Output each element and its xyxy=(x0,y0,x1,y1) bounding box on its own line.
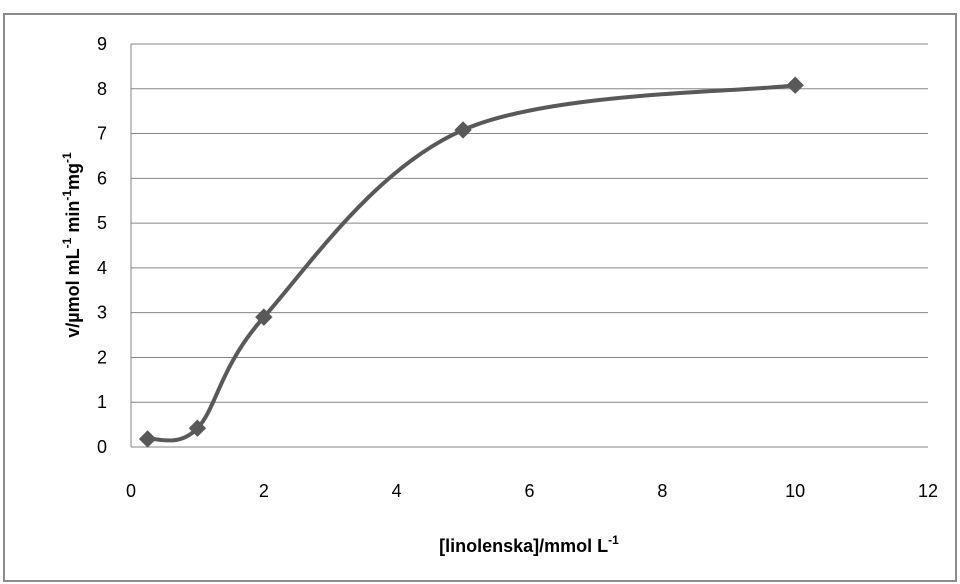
y-axis-title-text: min xyxy=(63,201,83,238)
y-axis-title-sup: -1 xyxy=(60,190,74,201)
x-tick-label-8: 8 xyxy=(657,481,667,501)
data-point-4 xyxy=(454,121,472,139)
y-axis-title-sup: -1 xyxy=(60,237,74,248)
y-tick-label-3: 3 xyxy=(97,303,107,323)
x-axis-title: [linolenska]/mmol L-1 xyxy=(439,533,619,556)
y-axis-title-sup: -1 xyxy=(60,152,74,163)
y-tick-label-7: 7 xyxy=(97,124,107,144)
data-point-5 xyxy=(786,76,804,94)
y-axis-title-text: v/µmol mL xyxy=(63,248,83,337)
y-tick-label-9: 9 xyxy=(97,34,107,54)
x-tick-label-2: 2 xyxy=(259,481,269,501)
data-series xyxy=(138,76,804,448)
x-tick-label-4: 4 xyxy=(392,481,402,501)
gridlines xyxy=(131,43,928,403)
y-tick-label-1: 1 xyxy=(97,392,107,412)
y-tick-label-6: 6 xyxy=(97,168,107,188)
y-axis-title: v/µmol mL-1 min-1mg-1 xyxy=(60,152,83,338)
y-tick-label-5: 5 xyxy=(97,213,107,233)
data-point-2 xyxy=(188,419,207,437)
axis-titles: [linolenska]/mmol L-1 v/µmol mL-1 min-1m… xyxy=(60,152,619,556)
y-tick-label-0: 0 xyxy=(97,437,107,457)
x-tick-label-12: 12 xyxy=(918,481,938,501)
series-line xyxy=(145,83,798,443)
data-point-3 xyxy=(255,308,273,326)
y-axis-title-text: mg xyxy=(63,163,83,190)
x-axis-title-text: [linolenska]/mmol L xyxy=(439,536,608,556)
data-point-1 xyxy=(138,430,157,448)
y-tick-label-4: 4 xyxy=(97,258,107,278)
y-tick-label-8: 8 xyxy=(97,79,107,99)
x-tick-label-0: 0 xyxy=(126,481,136,501)
y-tick-label-2: 2 xyxy=(97,347,107,367)
x-axis-title-sup: -1 xyxy=(608,533,619,547)
x-tick-label-10: 10 xyxy=(785,481,805,501)
axes xyxy=(130,44,928,448)
chart-area xyxy=(3,13,957,582)
x-tick-label-6: 6 xyxy=(524,481,534,501)
